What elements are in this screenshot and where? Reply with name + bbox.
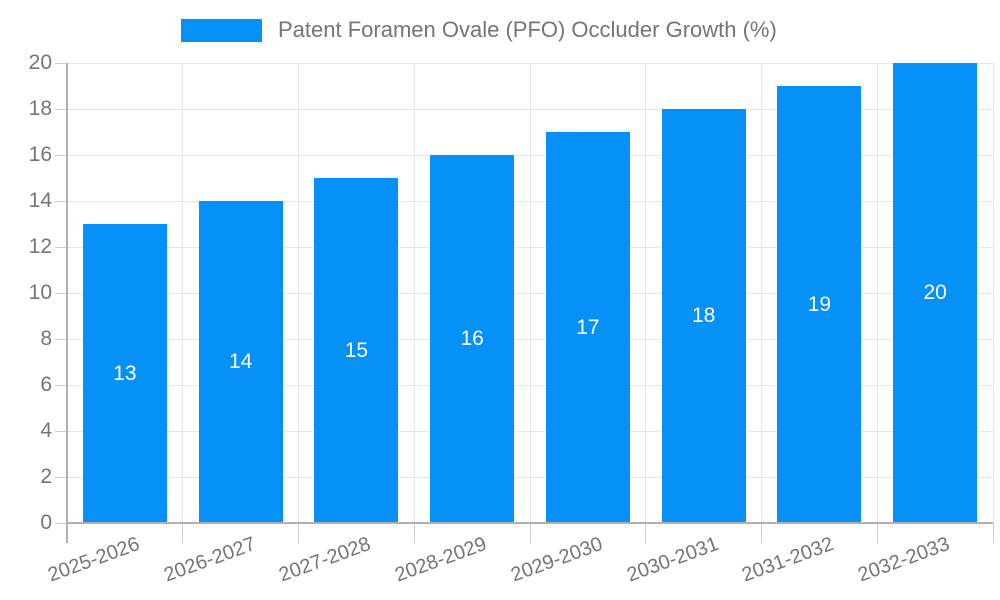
y-axis-tick-label: 8 xyxy=(40,327,52,350)
bar[interactable] xyxy=(314,178,399,523)
bar-value-label: 16 xyxy=(460,327,484,350)
y-tick-mark xyxy=(55,338,67,340)
x-tick-mark xyxy=(529,523,531,543)
bar[interactable] xyxy=(777,86,862,523)
legend-item[interactable]: Patent Foramen Ovale (PFO) Occluder Grow… xyxy=(181,17,777,43)
chart-title: Patent Foramen Ovale (PFO) Occluder Grow… xyxy=(278,17,777,42)
v-gridline xyxy=(992,63,994,523)
bar-value-label: 17 xyxy=(576,315,600,339)
bar-value-label: 14 xyxy=(228,350,253,373)
y-tick-mark xyxy=(55,476,67,478)
y-axis-tick-label: 0 xyxy=(40,511,52,534)
bar-value-label: 13 xyxy=(113,361,137,385)
v-gridline xyxy=(182,63,184,523)
bar[interactable] xyxy=(82,224,167,523)
x-tick-mark xyxy=(876,523,878,543)
x-tick-mark xyxy=(761,523,762,543)
x-tick-mark xyxy=(182,523,184,543)
bar-value-label: 19 xyxy=(807,292,832,316)
y-tick-mark xyxy=(55,430,67,432)
x-tick-mark xyxy=(645,523,647,543)
x-axis-line xyxy=(67,522,993,524)
y-tick-mark xyxy=(55,200,67,202)
v-gridline xyxy=(413,63,415,523)
bar[interactable] xyxy=(198,201,283,523)
y-tick-mark xyxy=(55,108,67,110)
y-tick-mark xyxy=(55,246,67,248)
bar[interactable] xyxy=(430,155,515,523)
bar[interactable] xyxy=(661,109,746,523)
legend-swatch xyxy=(181,18,262,42)
y-axis-tick-label: 10 xyxy=(28,281,52,304)
y-axis-tick-label: 16 xyxy=(28,143,52,166)
bar[interactable] xyxy=(893,63,978,523)
v-gridline xyxy=(761,63,762,523)
bar-value-label: 18 xyxy=(691,304,716,327)
y-axis-tick-label: 20 xyxy=(28,51,52,74)
v-gridline xyxy=(298,63,299,523)
v-gridline xyxy=(645,63,647,523)
y-axis-tick-label: 12 xyxy=(28,235,52,258)
x-tick-mark xyxy=(298,523,299,543)
y-axis-tick-label: 2 xyxy=(40,465,52,488)
y-tick-mark xyxy=(55,522,67,524)
v-gridline xyxy=(876,63,878,523)
bar[interactable] xyxy=(545,132,630,523)
bar-value-label: 20 xyxy=(923,281,947,304)
v-gridline xyxy=(529,63,531,523)
y-tick-mark xyxy=(55,384,67,386)
x-tick-mark xyxy=(992,523,994,543)
y-axis-tick-label: 4 xyxy=(40,419,52,442)
y-axis-line xyxy=(66,63,68,543)
y-axis-tick-label: 6 xyxy=(40,373,52,396)
bar-value-label: 15 xyxy=(344,338,369,362)
y-axis-tick-label: 14 xyxy=(28,189,52,212)
y-tick-mark xyxy=(55,154,67,156)
y-axis-tick-label: 18 xyxy=(28,97,52,120)
y-tick-mark xyxy=(55,292,67,294)
x-tick-mark xyxy=(413,523,415,543)
y-tick-mark xyxy=(55,62,67,64)
